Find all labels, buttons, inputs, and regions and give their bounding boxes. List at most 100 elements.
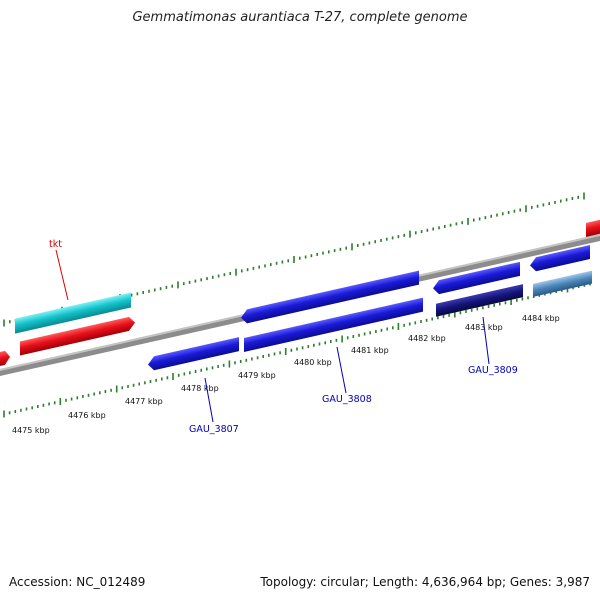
minor-tick: [144, 381, 146, 385]
scale-label: 4475 kbp: [12, 426, 50, 435]
minor-tick: [256, 356, 259, 360]
minor-tick: [241, 269, 243, 273]
gene-gau-3807[interactable]: [148, 337, 239, 372]
minor-tick: [222, 363, 225, 367]
gene-label-tkt[interactable]: tkt: [49, 239, 62, 250]
major-tick: [467, 217, 469, 225]
minor-tick: [352, 335, 355, 338]
minor-tick: [138, 382, 140, 386]
gene-label-gau-3807[interactable]: GAU_3807: [189, 424, 239, 435]
gene-label-gau-3808[interactable]: GAU_3808: [322, 394, 372, 405]
minor-tick: [299, 256, 301, 260]
minor-tick: [155, 378, 157, 382]
major-tick: [115, 385, 118, 393]
minor-tick: [571, 197, 574, 200]
minor-tick: [448, 313, 450, 317]
minor-tick: [391, 236, 394, 240]
gene-red-right-edge[interactable]: [586, 219, 600, 237]
minor-tick: [245, 358, 248, 362]
minor-tick: [455, 222, 458, 226]
minor-tick: [154, 288, 156, 292]
minor-tick: [93, 392, 95, 396]
minor-tick: [287, 259, 289, 263]
scale-label: 4478 kbp: [181, 384, 219, 393]
minor-tick: [136, 292, 139, 296]
minor-tick: [324, 341, 326, 345]
minor-tick: [504, 301, 507, 305]
minor-tick: [42, 403, 45, 407]
gene-gau-3808[interactable]: [244, 297, 423, 353]
minor-tick: [264, 264, 266, 268]
minor-tick: [519, 208, 521, 212]
minor-tick: [14, 410, 17, 413]
scale-label: 4480 kbp: [294, 358, 332, 367]
minor-tick: [251, 357, 253, 361]
gene-tkt[interactable]: [15, 292, 131, 334]
minor-tick: [403, 323, 405, 327]
minor-tick: [362, 242, 365, 246]
gene-arrow-red-edge[interactable]: [0, 350, 10, 367]
minor-tick: [290, 348, 293, 352]
minor-tick: [212, 275, 214, 279]
minor-tick: [496, 213, 498, 217]
minor-tick: [420, 320, 422, 323]
minor-tick: [415, 231, 417, 235]
minor-tick: [521, 297, 524, 301]
gau3807-leader: [204, 377, 214, 423]
major-tick: [341, 335, 343, 343]
gene-gau-3809-upper[interactable]: [433, 261, 520, 296]
major-tick: [172, 373, 174, 380]
minor-tick: [149, 380, 152, 383]
minor-tick: [304, 255, 307, 259]
minor-tick: [554, 200, 556, 204]
gene-gau-3809[interactable]: [436, 284, 523, 317]
scale-label: 4476 kbp: [68, 411, 106, 420]
minor-tick: [432, 227, 434, 231]
minor-tick: [177, 373, 180, 377]
minor-tick: [316, 252, 318, 256]
minor-tick: [188, 280, 191, 284]
minor-tick: [516, 298, 518, 302]
minor-tick: [375, 330, 377, 333]
minor-tick: [246, 268, 249, 272]
minor-tick: [206, 367, 208, 371]
minor-tick: [368, 241, 371, 245]
gene-gau-3808-upper[interactable]: [241, 270, 419, 325]
minor-tick: [363, 332, 366, 336]
minor-tick: [87, 393, 90, 397]
minor-tick: [426, 228, 429, 232]
minor-tick: [273, 352, 276, 356]
minor-tick: [408, 322, 411, 326]
scale-label: 4481 kbp: [351, 346, 389, 355]
minor-tick: [482, 306, 484, 310]
gene-blue-right[interactable]: [530, 245, 590, 273]
gene-steel-right[interactable]: [533, 270, 592, 297]
gene-label-gau-3809[interactable]: GAU_3809: [468, 365, 518, 376]
minor-tick: [502, 212, 504, 216]
minor-tick: [318, 342, 321, 346]
minor-tick: [200, 278, 202, 282]
major-tick: [228, 360, 231, 368]
major-tick: [284, 348, 287, 355]
minor-tick: [420, 230, 423, 234]
minor-tick: [507, 211, 510, 214]
minor-tick: [403, 233, 405, 237]
gau3808-leader: [336, 346, 347, 394]
minor-tick: [194, 370, 197, 373]
minor-tick: [438, 226, 440, 230]
minor-tick: [392, 326, 394, 330]
minor-tick: [431, 317, 433, 321]
minor-tick: [252, 266, 255, 270]
minor-tick: [110, 388, 112, 392]
minor-tick: [513, 209, 516, 213]
minor-tick: [322, 251, 324, 255]
minor-tick: [159, 287, 162, 291]
minor-tick: [328, 250, 330, 254]
minor-tick: [301, 346, 304, 350]
minor-tick: [476, 307, 479, 311]
minor-tick: [369, 331, 371, 335]
gene-red-reverse[interactable]: [20, 316, 135, 356]
minor-tick: [565, 198, 568, 202]
minor-tick: [53, 401, 56, 405]
